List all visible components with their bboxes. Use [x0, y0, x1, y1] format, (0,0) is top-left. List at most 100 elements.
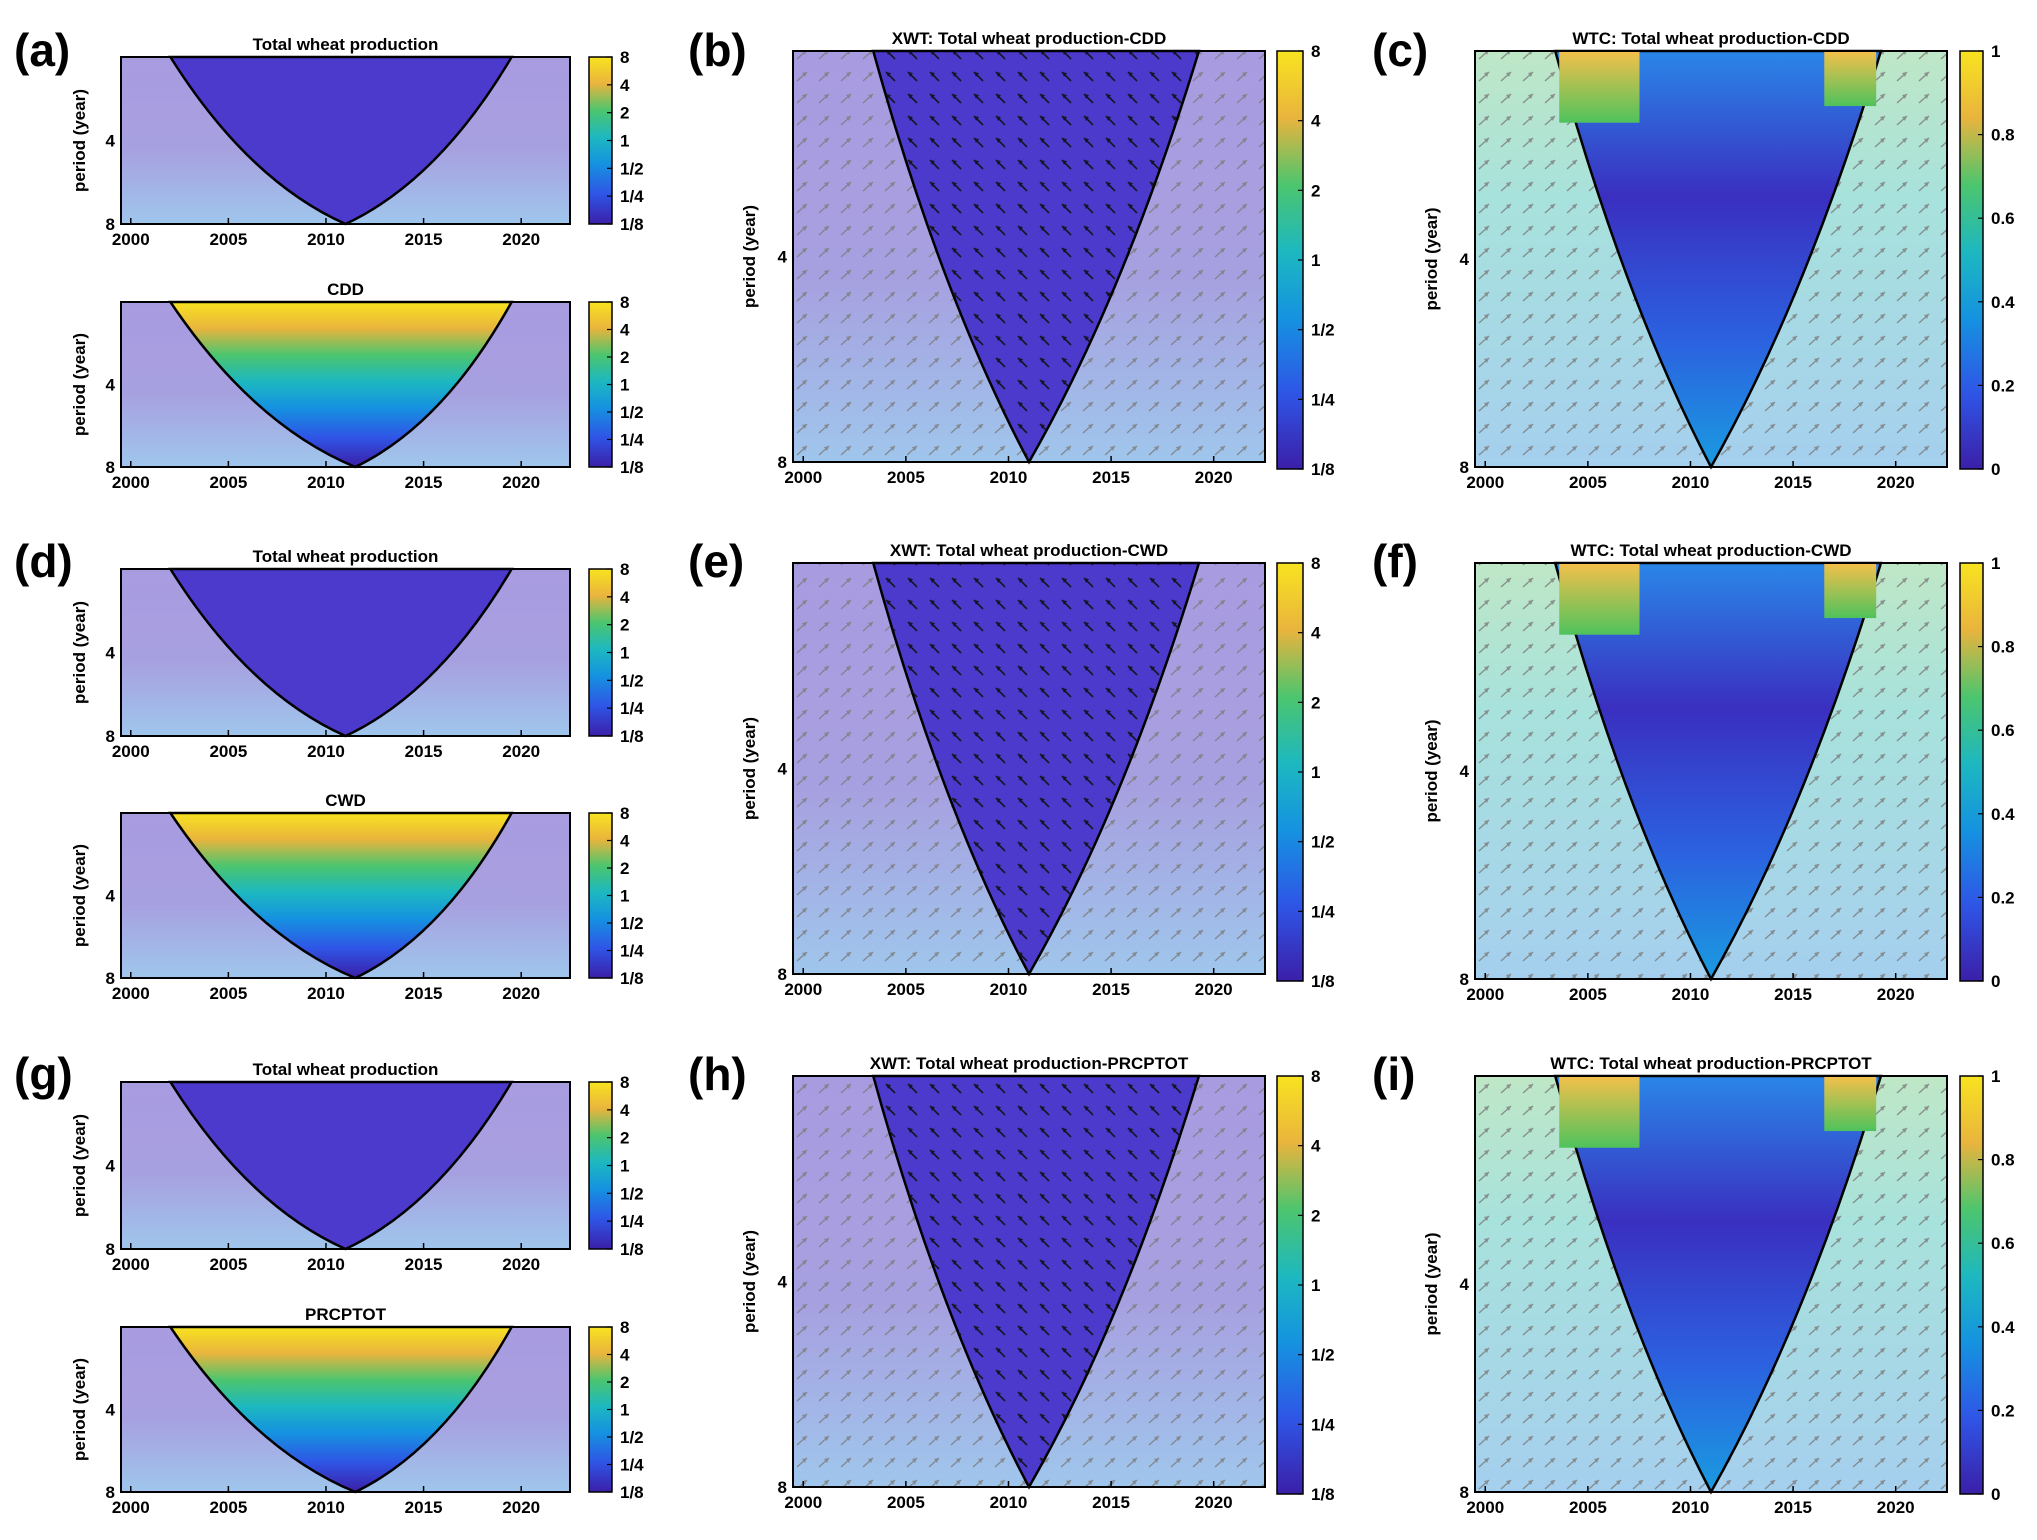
high-coherence-patch — [1824, 564, 1877, 619]
y-tick-label: 8 — [106, 1483, 115, 1502]
y-axis-label: period (year) — [740, 1230, 759, 1333]
colorbar-label: 0.4 — [1991, 805, 2015, 824]
x-tick-label: 2015 — [1774, 1498, 1812, 1517]
plot-frame — [1474, 50, 1948, 468]
colorbar: 1 0.8 0.6 0.4 0.2 0 — [1959, 554, 2015, 991]
plot-title: WTC: Total wheat production-PRCPTOT — [1550, 1054, 1872, 1073]
y-tick-label: 4 — [778, 760, 788, 779]
colorbar-label: 0.4 — [1991, 293, 2015, 312]
y-tick-label: 4 — [778, 1273, 788, 1292]
x-tick-label: 2000 — [1466, 473, 1504, 492]
high-coherence-patch — [1559, 1077, 1640, 1148]
plot-frame — [792, 50, 1266, 463]
x-tick-label: 2000 — [112, 1255, 150, 1274]
high-coherence-patch — [1559, 564, 1640, 635]
y-tick-label: 8 — [778, 453, 787, 472]
colorbar-label: 4 — [1311, 1137, 1321, 1156]
y-tick-label: 4 — [106, 132, 116, 151]
x-tick-label: 2020 — [1195, 468, 1233, 487]
plot-title: Total wheat production — [253, 1060, 439, 1079]
panel-label-f: (f) — [1372, 535, 1418, 587]
x-tick-label: 2010 — [1672, 1498, 1710, 1517]
y-tick-label: 4 — [778, 248, 788, 267]
plot-c: WTC: Total wheat production-CDD 2000 2005 2… — [1422, 29, 2015, 492]
colorbar-label: 4 — [620, 1346, 630, 1365]
colorbar-label: 8 — [620, 1318, 629, 1337]
colorbar-label: 1/8 — [620, 215, 644, 234]
colorbar: 8 4 2 1 1/2 1/4 1/8 — [588, 293, 644, 477]
x-tick-label: 2000 — [112, 230, 150, 249]
plot-e: XWT: Total wheat production-CWD 2000 2005 2… — [740, 541, 1335, 999]
colorbar-label: 1/2 — [1311, 833, 1335, 852]
colorbar-label: 0.6 — [1991, 1234, 2015, 1253]
panel-label-b: (b) — [688, 24, 747, 76]
significant-phase-arrows — [873, 1076, 1199, 1487]
plot-frame — [120, 301, 571, 468]
colorbar-label: 0 — [1991, 1485, 2000, 1504]
colorbar-label: 1/8 — [620, 1483, 644, 1502]
y-axis-label: period (year) — [1422, 1233, 1441, 1336]
x-tick-label: 2020 — [1877, 985, 1915, 1004]
colorbar: 1 0.8 0.6 0.4 0.2 0 — [1959, 42, 2015, 479]
high-coherence-patch — [1824, 1077, 1877, 1132]
x-tick-label: 2010 — [990, 980, 1028, 999]
x-tick-label: 2010 — [990, 1493, 1028, 1512]
colorbar-label: 1 — [620, 644, 629, 663]
x-tick-label: 2005 — [887, 1493, 925, 1512]
x-tick-label: 2010 — [307, 473, 345, 492]
colorbar-label: 0 — [1991, 460, 2000, 479]
colorbar-label: 1/8 — [1311, 1485, 1335, 1504]
x-tick-label: 2005 — [209, 1255, 247, 1274]
y-axis-label: period (year) — [70, 1114, 89, 1217]
high-coherence-patch — [1824, 52, 1877, 107]
x-tick-label: 2015 — [405, 1498, 443, 1517]
colorbar-label: 2 — [620, 1129, 629, 1148]
x-tick-label: 2000 — [1466, 985, 1504, 1004]
x-tick-label: 2015 — [405, 230, 443, 249]
colorbar-label: 2 — [1311, 1206, 1320, 1225]
colorbar-label: 8 — [1311, 554, 1320, 573]
colorbar-label: 2 — [1311, 181, 1320, 200]
x-tick-label: 2000 — [784, 1493, 822, 1512]
colorbar-label: 1/2 — [1311, 321, 1335, 340]
plot-frame — [792, 1075, 1266, 1488]
colorbar-label: 4 — [620, 832, 630, 851]
colorbar-label: 4 — [1311, 624, 1321, 643]
plot-title: Total wheat production — [253, 35, 439, 54]
x-tick-label: 2020 — [502, 1498, 540, 1517]
x-tick-label: 2010 — [307, 1498, 345, 1517]
colorbar-label: 1 — [620, 1401, 629, 1420]
plot-title: XWT: Total wheat production-PRCPTOT — [870, 1054, 1189, 1073]
colorbar-label: 8 — [1311, 42, 1320, 61]
colorbar-label: 1/4 — [1311, 1415, 1335, 1434]
colorbar-label: 4 — [620, 1101, 630, 1120]
colorbar-label: 1/2 — [620, 914, 644, 933]
colorbar-label: 1/4 — [620, 1456, 644, 1475]
x-tick-label: 2015 — [405, 1255, 443, 1274]
colorbar-label: 1/4 — [1311, 390, 1335, 409]
colorbar-label: 0.2 — [1991, 376, 2015, 395]
plot-title: WTC: Total wheat production-CDD — [1572, 29, 1849, 48]
colorbar-label: 0 — [1991, 972, 2000, 991]
colorbar-label: 1/2 — [620, 1428, 644, 1447]
y-tick-label: 4 — [1460, 762, 1470, 781]
colorbar-label: 0.4 — [1991, 1318, 2015, 1337]
y-axis-label: period (year) — [1422, 720, 1441, 823]
plot-title: Total wheat production — [253, 547, 439, 566]
x-tick-label: 2010 — [990, 468, 1028, 487]
plot-h: XWT: Total wheat production-PRCPTOT 2000 2… — [740, 1054, 1335, 1512]
x-tick-label: 2000 — [112, 742, 150, 761]
plot-frame — [120, 1326, 571, 1493]
colorbar-label: 1/8 — [1311, 460, 1335, 479]
y-tick-label: 8 — [778, 1478, 787, 1497]
plot-frame — [120, 1081, 571, 1250]
y-tick-label: 4 — [106, 887, 116, 906]
colorbar-label: 8 — [1311, 1067, 1320, 1086]
panel-label-g: (g) — [14, 1048, 73, 1100]
panel-label-h: (h) — [688, 1048, 747, 1100]
colorbar-label: 0.6 — [1991, 721, 2015, 740]
colorbar-label: 0.6 — [1991, 209, 2015, 228]
x-tick-label: 2010 — [307, 984, 345, 1003]
colorbar: 8 4 2 1 1/2 1/4 1/8 — [1276, 1067, 1335, 1504]
